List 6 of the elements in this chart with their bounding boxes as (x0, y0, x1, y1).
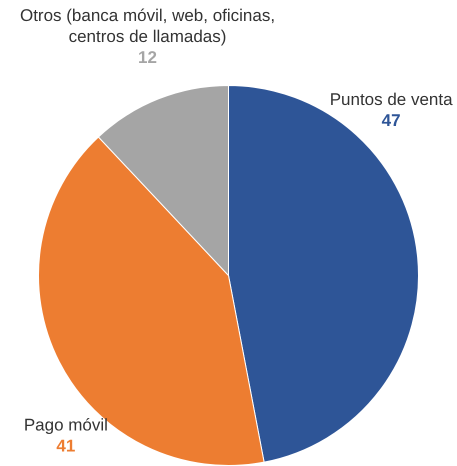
slice-label: Otros (banca móvil, web, oficinas, centros de llamadas) (20, 6, 276, 46)
data-label: 12 (138, 48, 157, 68)
slice-label: Puntos de venta (330, 90, 454, 110)
data-label: 41 (56, 436, 76, 456)
slice-label: Pago móvil (24, 415, 108, 434)
data-label: 47 (382, 111, 401, 130)
